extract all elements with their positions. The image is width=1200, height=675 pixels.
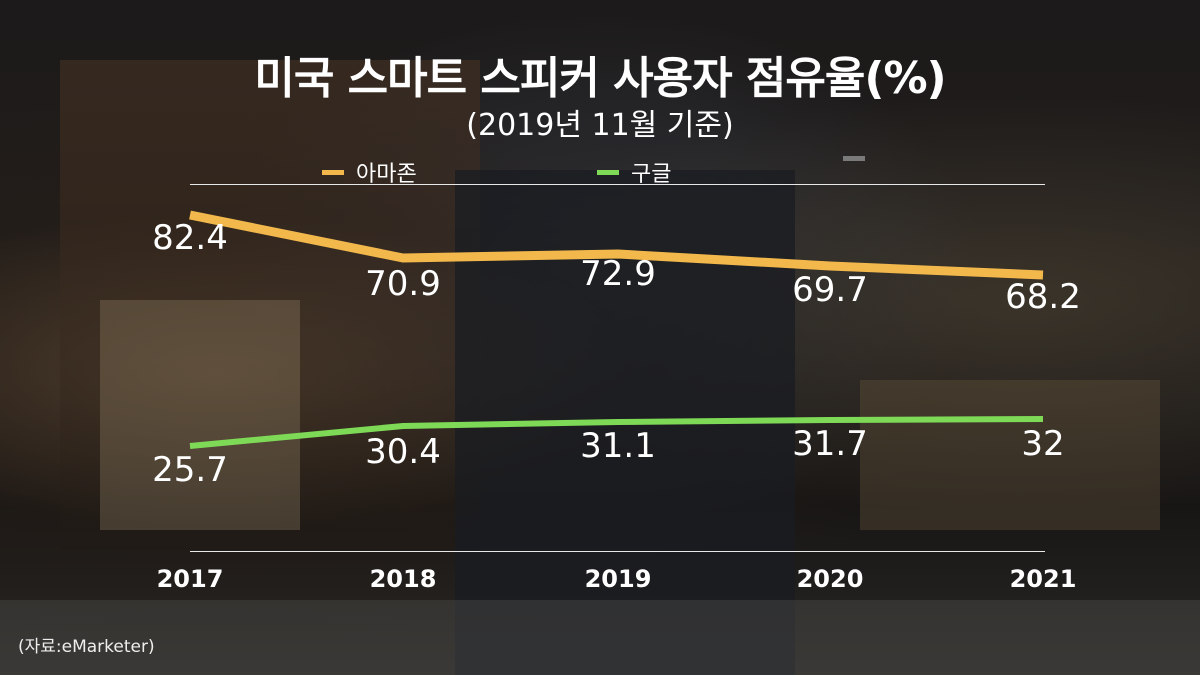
- legend-label-amazon: 아마존: [356, 162, 417, 187]
- legend-item-other: [843, 156, 877, 161]
- amazon-label-2017: 82.4: [152, 218, 228, 258]
- google-label-2017: 25.7: [152, 450, 228, 490]
- legend-label-google: 구글: [631, 162, 672, 187]
- google-label-2019: 31.1: [580, 426, 656, 466]
- chart-subtitle: (2019년 11월 기준): [466, 108, 734, 143]
- x-tick-2020: 2020: [796, 565, 864, 593]
- legend-item-amazon: 아마존: [322, 156, 417, 188]
- amazon-label-2019: 72.9: [580, 254, 656, 294]
- x-tick-2019: 2019: [584, 565, 652, 593]
- google-line: [189, 416, 1044, 449]
- source-note: (자료:eMarketer): [18, 637, 155, 657]
- amazon-label-2020: 69.7: [792, 270, 868, 310]
- top-axis-line: [190, 184, 1045, 185]
- x-tick-2017: 2017: [156, 565, 224, 593]
- amazon-label-2018: 70.9: [365, 264, 441, 304]
- chart-title: 미국 스마트 스피커 사용자 점유율(%): [254, 53, 946, 104]
- legend: 아마존 구글: [0, 156, 1200, 188]
- x-tick-2018: 2018: [369, 565, 437, 593]
- google-label-2021: 32: [1021, 424, 1065, 464]
- other-swatch-icon: [843, 156, 865, 161]
- amazon-label-2021: 68.2: [1005, 277, 1081, 317]
- google-swatch-icon: [597, 169, 619, 175]
- google-label-2020: 31.7: [792, 424, 868, 464]
- google-label-2018: 30.4: [365, 432, 441, 472]
- amazon-line: [189, 210, 1044, 280]
- amazon-swatch-icon: [322, 169, 344, 175]
- bottom-axis-line: [190, 551, 1045, 552]
- x-tick-2021: 2021: [1009, 565, 1077, 593]
- legend-item-google: 구글: [597, 156, 671, 188]
